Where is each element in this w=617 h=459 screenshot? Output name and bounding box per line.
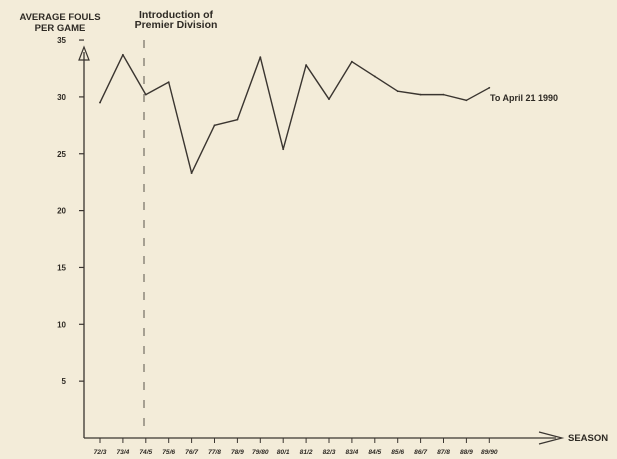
data-point-75-6 bbox=[167, 81, 170, 84]
x-tick-label-84-5: 84/5 bbox=[368, 449, 381, 456]
x-tick-label-83-4: 83/4 bbox=[345, 449, 358, 456]
x-tick-label-75-6: 75/6 bbox=[162, 449, 175, 456]
data-point-82-3 bbox=[328, 98, 330, 101]
series-group bbox=[99, 53, 491, 174]
x-axis-title: SEASON bbox=[568, 433, 608, 444]
x-tick-label-82-3: 82/3 bbox=[323, 449, 336, 456]
data-point-87-8 bbox=[442, 93, 445, 96]
x-axis-arrowhead bbox=[538, 431, 565, 445]
data-point-77-8 bbox=[213, 124, 216, 127]
y-tick-label-20: 20 bbox=[57, 207, 66, 216]
y-tick-label-5: 5 bbox=[62, 377, 67, 386]
y-tick-label-25: 25 bbox=[57, 150, 66, 159]
series-line-0 bbox=[99, 54, 490, 174]
x-tick-label-73-4: 73/4 bbox=[116, 449, 129, 456]
data-point-83-4 bbox=[351, 60, 353, 63]
x-tick-label-85-6: 85/6 bbox=[391, 449, 404, 456]
y-axis-arrowhead bbox=[78, 45, 90, 61]
data-point-88-9 bbox=[465, 99, 468, 102]
data-point-74-5 bbox=[144, 93, 147, 96]
premier-annotation-line-1: Introduction of bbox=[139, 9, 214, 21]
data-point-72-3 bbox=[99, 101, 101, 104]
data-point-80-1 bbox=[282, 148, 285, 151]
y-tick-label-15: 15 bbox=[57, 263, 66, 272]
data-point-84-5 bbox=[373, 75, 376, 78]
y-tick-label-35: 35 bbox=[57, 36, 66, 45]
x-tick-label-88-9: 88/9 bbox=[460, 449, 473, 456]
x-tick-label-81-2: 81/2 bbox=[300, 449, 313, 456]
x-axis-ticks: 72/3 73/4 74/5 75/6 76/7 77/8 78/9 79/80 80/1 81/… bbox=[94, 438, 498, 456]
data-point-89-90 bbox=[488, 86, 491, 89]
x-tick-label-89-90: 89/90 bbox=[481, 449, 498, 456]
data-point-76-7 bbox=[190, 172, 193, 174]
data-point-78-9 bbox=[236, 118, 239, 121]
x-tick-label-77-8: 77/8 bbox=[208, 449, 221, 456]
x-tick-label-74-5: 74/5 bbox=[139, 449, 152, 456]
x-tick-label-87-8: 87/8 bbox=[437, 449, 450, 456]
y-axis-ticks: 5 10 15 20 25 30 35 bbox=[57, 36, 84, 386]
data-point-86-7 bbox=[419, 93, 422, 96]
data-point-85-6 bbox=[396, 90, 399, 93]
y-tick-label-30: 30 bbox=[57, 93, 66, 102]
x-tick-label-76-7: 76/7 bbox=[185, 449, 198, 456]
data-point-73-4 bbox=[122, 53, 124, 56]
y-axis-title-line-2: PER GAME bbox=[35, 23, 86, 34]
to-april-annotation: To April 21 1990 bbox=[490, 93, 558, 103]
data-point-79-80 bbox=[259, 56, 262, 59]
data-point-81-2 bbox=[305, 64, 307, 66]
premier-annotation-line-2: Premier Division bbox=[135, 19, 218, 31]
x-tick-label-79-80: 79/80 bbox=[252, 449, 269, 456]
y-tick-label-10: 10 bbox=[57, 320, 66, 329]
x-tick-label-78-9: 78/9 bbox=[231, 449, 244, 456]
x-tick-label-72-3: 72/3 bbox=[94, 449, 107, 456]
x-tick-label-86-7: 86/7 bbox=[414, 449, 427, 456]
x-tick-label-80-1: 80/1 bbox=[277, 449, 290, 456]
y-axis-title-line-1: AVERAGE FOULS bbox=[19, 12, 100, 23]
